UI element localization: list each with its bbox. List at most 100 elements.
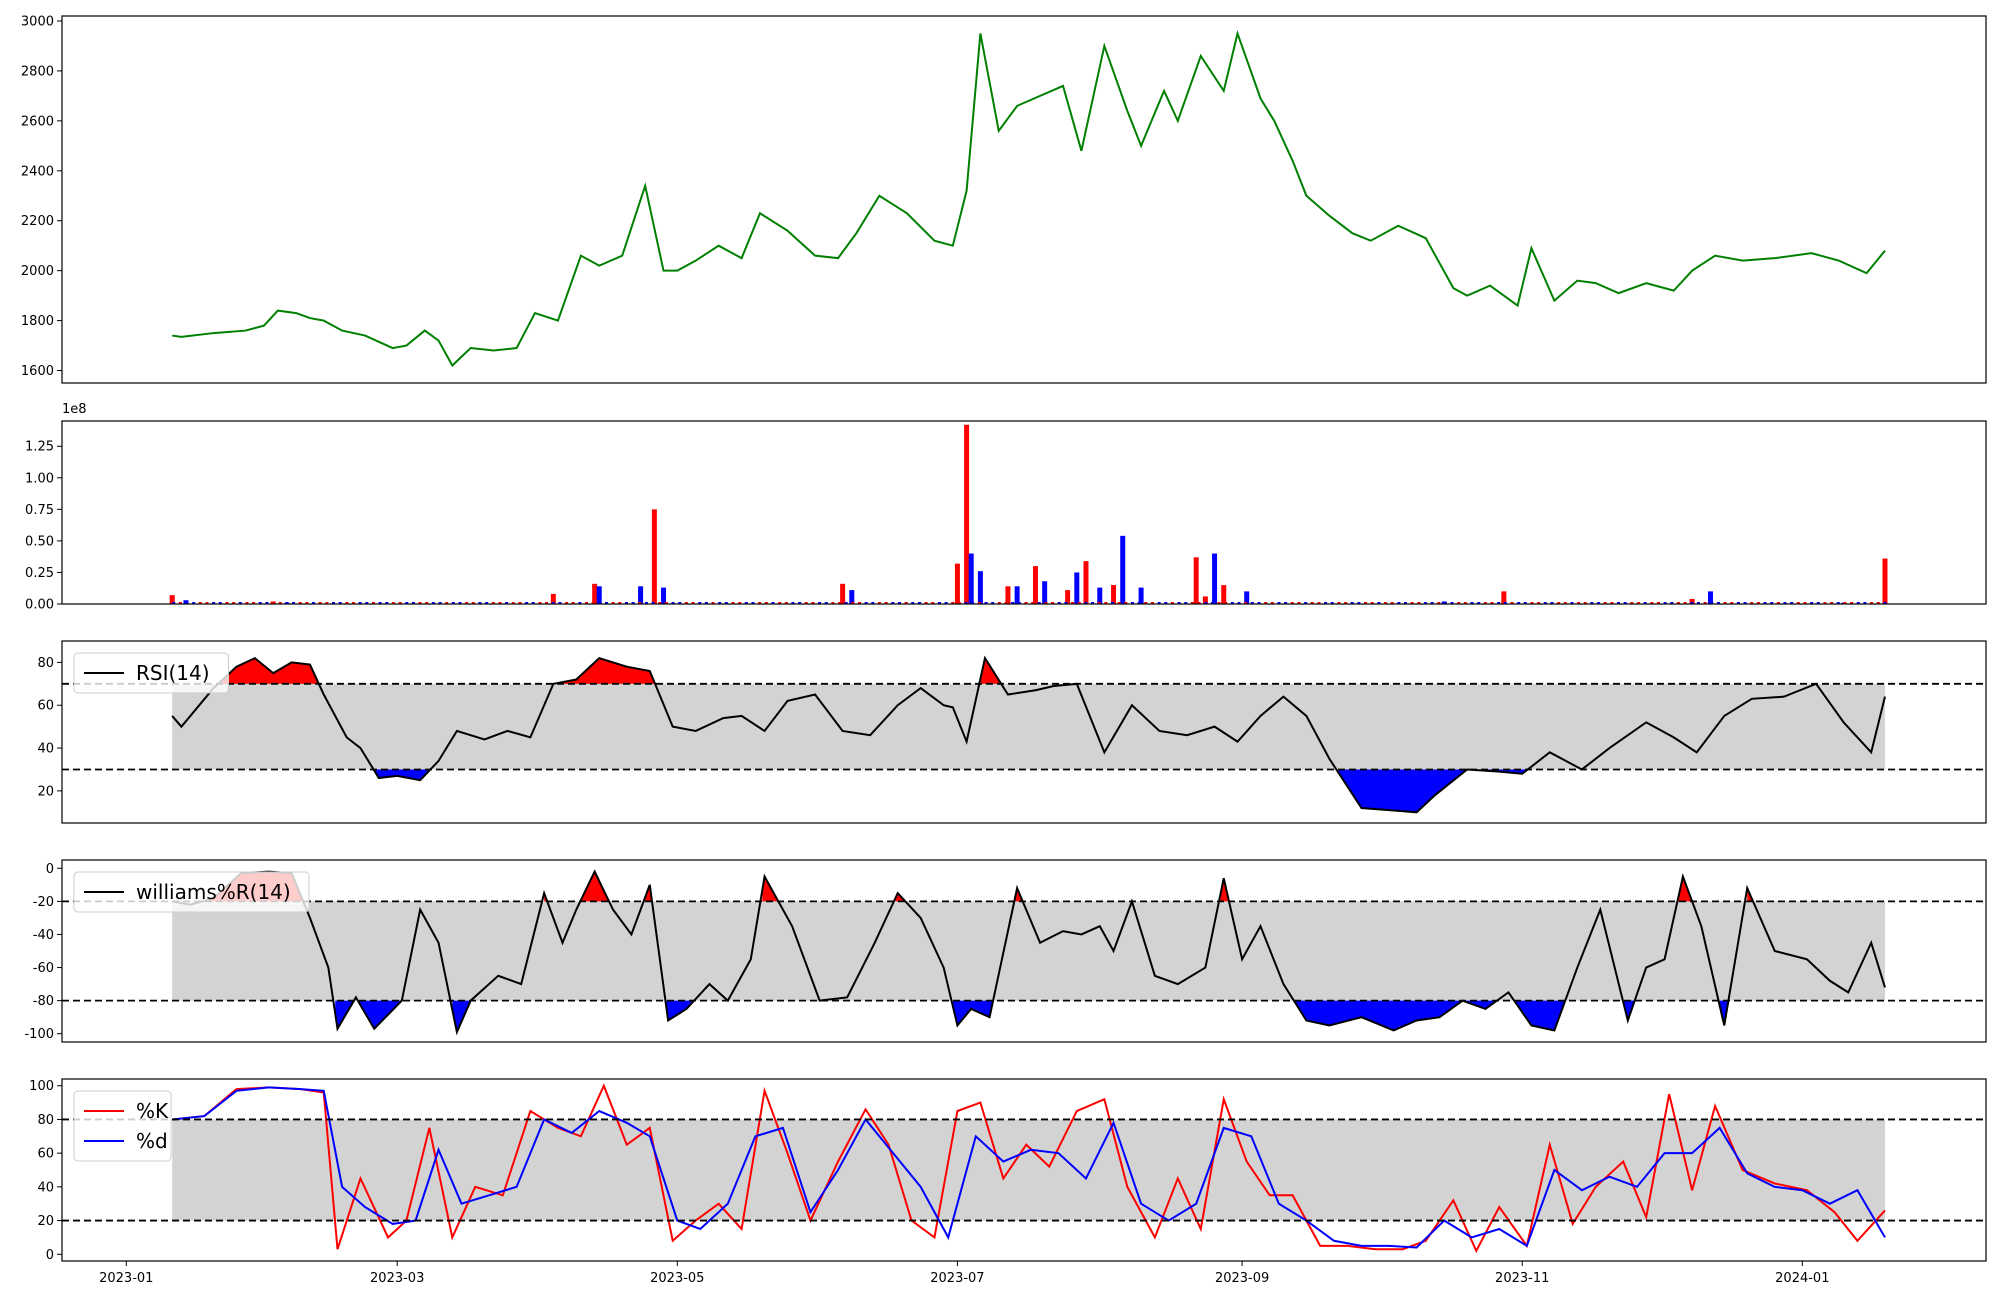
volume-bar-minor (1057, 602, 1061, 604)
volume-bar-minor (1763, 602, 1767, 604)
volume-bar-minor (1390, 602, 1394, 604)
volume-bar-minor (724, 602, 728, 604)
volume-bar (1707, 591, 1713, 604)
volume-bar-minor (1750, 602, 1754, 604)
volume-bar-minor (971, 602, 975, 604)
volume-bar (954, 563, 960, 604)
y-tick-label: 2000 (21, 264, 54, 279)
volume-bar-minor (1770, 602, 1774, 604)
volume-bar-minor (744, 602, 748, 604)
volume-bar-minor (1317, 602, 1321, 604)
volume-bar-minor (1703, 602, 1707, 604)
volume-bar-minor (325, 602, 329, 604)
volume-bar-minor (1450, 602, 1454, 604)
volume-bar-minor (1144, 602, 1148, 604)
volume-bar-minor (1830, 602, 1834, 604)
volume-bar (651, 509, 657, 604)
volume-bar-minor (491, 602, 495, 604)
rsi-axes-frame (61, 640, 1987, 824)
volume-bar-minor (1150, 602, 1154, 604)
volume-bar-minor (1430, 602, 1434, 604)
volume-bar-minor (1590, 602, 1594, 604)
volume-bar-minor (278, 602, 282, 604)
overbought-fill (220, 658, 1004, 684)
y-tick-label: 0.75 (25, 503, 54, 518)
volume-bar-minor (1736, 602, 1740, 604)
legend-label: %d (136, 1129, 168, 1153)
volume-bar-minor (1184, 602, 1188, 604)
x-tick-label: 2023-09 (1215, 1271, 1269, 1286)
volume-bar-minor (644, 602, 648, 604)
volume-bar-minor (1270, 602, 1274, 604)
volume-bar (1111, 585, 1117, 604)
volume-bar-minor (1670, 602, 1674, 604)
x-tick-label: 2023-11 (1495, 1271, 1549, 1286)
volume-bar-minor (1111, 602, 1115, 604)
y-tick-label: 20 (37, 1214, 54, 1229)
volume-bar-minor (318, 602, 322, 604)
volume-bar-minor (1297, 602, 1301, 604)
price-panel: 1600 1800 2000 2200 2400 2600 2800 3000 (21, 14, 1987, 384)
volume-bar-minor (1177, 602, 1181, 604)
volume-bar-minor (1344, 602, 1348, 604)
price-axes-frame (61, 15, 1987, 384)
volume-bar-minor (1290, 602, 1294, 604)
volume-bar-minor (332, 602, 336, 604)
legend-box (73, 652, 229, 694)
volume-bar-minor (924, 602, 928, 604)
volume-bar-minor (917, 602, 921, 604)
volume-bar-minor (1730, 602, 1734, 604)
volume-bar-minor (1084, 602, 1088, 604)
rsi-panel: 20 40 60 80 RSI(14) (37, 640, 1987, 824)
volume-bar-minor (1796, 602, 1800, 604)
volume-bar-minor (1696, 602, 1700, 604)
y-tick-label: 3000 (21, 14, 54, 29)
volume-bar-minor (664, 602, 668, 604)
y-tick-label: 0.50 (25, 534, 54, 549)
volume-bar-minor (784, 602, 788, 604)
volume-bar-minor (405, 602, 409, 604)
volume-bar-minor (1716, 602, 1720, 604)
volume-bar-minor (1244, 602, 1248, 604)
volume-bar-minor (218, 602, 222, 604)
volume-bar-minor (585, 602, 589, 604)
volume-bar-minor (1077, 602, 1081, 604)
volume-bar-minor (1843, 602, 1847, 604)
y-tick-label: 40 (37, 742, 54, 757)
volume-bar-minor (398, 602, 402, 604)
y-tick-label: 2400 (21, 164, 54, 179)
volume-bar-minor (411, 602, 415, 604)
volume-bar-minor (1803, 602, 1807, 604)
y-tick-label: 60 (37, 699, 54, 714)
volume-bar-minor (1723, 602, 1727, 604)
volume-bar-minor (711, 602, 715, 604)
volume-bar-minor (1683, 602, 1687, 604)
volume-bar-minor (338, 602, 342, 604)
volume-bar-minor (198, 602, 202, 604)
volume-bar-minor (531, 602, 535, 604)
y-tick-label: 100 (29, 1079, 54, 1094)
volume-bar-minor (365, 602, 369, 604)
volume-bar-minor (1284, 602, 1288, 604)
volume-bar-minor (371, 602, 375, 604)
volume-bar-minor (1011, 602, 1015, 604)
volume-bar-minor (1457, 602, 1461, 604)
volume-bar-minor (545, 602, 549, 604)
volume-bar-minor (1610, 602, 1614, 604)
volume-bar (596, 586, 602, 604)
volume-bar-minor (305, 602, 309, 604)
volume-bar-minor (997, 602, 1001, 604)
volume-bar-minor (1523, 602, 1527, 604)
volume-bar-minor (951, 602, 955, 604)
volume-bar-minor (1743, 602, 1747, 604)
volume-bar-minor (1583, 602, 1587, 604)
x-tick-label: 2023-07 (930, 1271, 984, 1286)
volume-bar-minor (1257, 602, 1261, 604)
volume-bar (1501, 591, 1507, 604)
volume-bar-minor (1024, 602, 1028, 604)
volume-bar-minor (937, 602, 941, 604)
volume-bar-minor (1190, 602, 1194, 604)
neutral-band (172, 1119, 1885, 1221)
volume-bar-minor (312, 602, 316, 604)
volume-bar-minor (1117, 602, 1121, 604)
